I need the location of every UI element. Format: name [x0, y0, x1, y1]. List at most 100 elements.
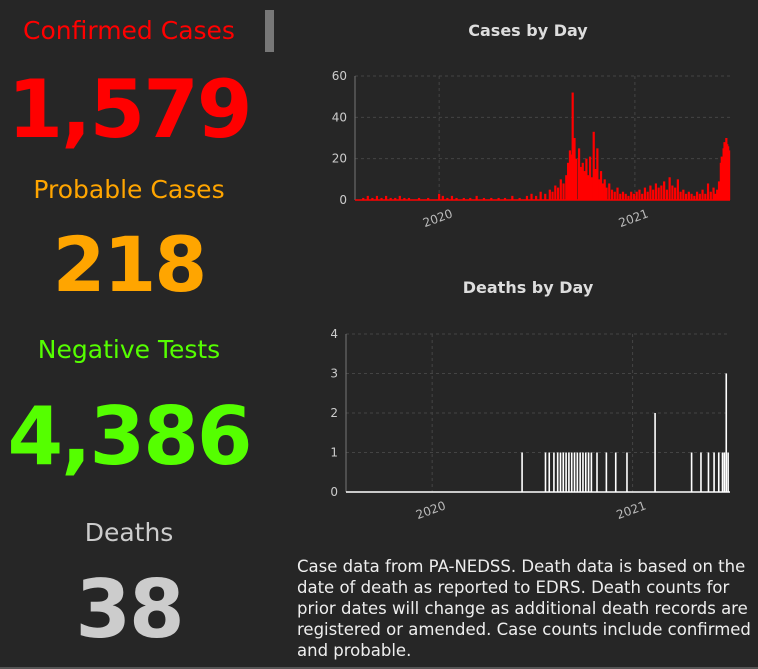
- data-bar: [568, 150, 572, 200]
- data-bar: [707, 452, 710, 492]
- y-tick-label: 60: [332, 69, 347, 83]
- data-bar: [632, 193, 636, 200]
- x-tick-label: 2021: [617, 206, 650, 230]
- data-bar: [687, 191, 690, 200]
- deaths-by-day-chart: 0 1 2 3 4 2020 2021: [330, 327, 730, 522]
- data-bar: [690, 193, 693, 200]
- data-bar: [530, 193, 533, 200]
- data-bar: [700, 452, 702, 492]
- scrollbar-thumb[interactable]: [265, 10, 274, 52]
- data-bar: [646, 191, 649, 200]
- data-bar: [556, 452, 559, 492]
- data-bar: [562, 452, 565, 492]
- data-bar: [380, 197, 383, 200]
- confirmed-cases-label: Confirmed Cases: [23, 16, 235, 45]
- data-bar: [534, 195, 538, 200]
- data-bar: [704, 193, 707, 200]
- data-bar: [638, 189, 641, 200]
- data-bar: [490, 197, 493, 200]
- data-bar: [565, 452, 567, 492]
- data-bar: [660, 185, 663, 200]
- data-bar: [475, 195, 478, 200]
- data-bar: [725, 373, 728, 492]
- data-bar: [446, 197, 449, 200]
- data-bar: [657, 187, 660, 200]
- data-bar: [713, 452, 715, 492]
- data-bar: [582, 452, 584, 492]
- data-bar: [592, 131, 595, 200]
- data-bar: [652, 189, 655, 200]
- data-bar: [518, 197, 521, 200]
- data-bar: [389, 197, 392, 200]
- data-bar: [587, 452, 590, 492]
- data-bar: [605, 452, 608, 492]
- data-bar: [723, 452, 726, 492]
- data-bar: [679, 191, 682, 200]
- data-bar: [596, 452, 598, 492]
- data-bar: [587, 175, 590, 200]
- data-bar: [684, 193, 688, 200]
- data-bar: [598, 179, 601, 200]
- data-bar: [362, 197, 365, 200]
- data-bar: [601, 183, 604, 200]
- data-bar: [570, 452, 573, 492]
- deaths-value: 38: [75, 563, 184, 656]
- data-bar: [682, 189, 685, 200]
- data-bar: [568, 452, 570, 492]
- data-bar: [594, 169, 597, 200]
- data-bar: [613, 191, 616, 200]
- data-bar: [671, 185, 674, 200]
- data-bar: [575, 158, 578, 200]
- deaths-chart-title: Deaths by Day: [462, 278, 594, 297]
- data-bar: [641, 193, 644, 200]
- y-tick-label: 40: [332, 110, 347, 124]
- data-bar: [403, 197, 406, 200]
- data-bar: [588, 156, 592, 200]
- probable-cases-value: 218: [52, 220, 208, 309]
- confirmed-cases-value: 1,579: [7, 63, 252, 156]
- x-tick-label: 2020: [414, 498, 447, 522]
- data-bar: [544, 193, 547, 200]
- data-bar: [417, 197, 421, 200]
- data-bar: [717, 452, 720, 492]
- data-bar: [497, 197, 500, 200]
- data-bar: [599, 171, 603, 200]
- data-bar: [571, 92, 574, 200]
- data-bar: [676, 179, 679, 200]
- y-tick-label: 4: [330, 327, 338, 341]
- data-bar: [717, 181, 721, 200]
- data-bar: [585, 158, 588, 200]
- data-bar: [539, 191, 542, 200]
- data-bar: [462, 197, 465, 200]
- bottom-divider: [0, 667, 758, 669]
- data-bar: [698, 193, 701, 200]
- data-bar: [665, 189, 668, 200]
- data-bar: [619, 193, 622, 200]
- data-bar: [565, 175, 568, 200]
- data-bar: [511, 195, 514, 200]
- data-bar: [562, 183, 565, 200]
- data-bar: [596, 148, 599, 200]
- data-bar: [438, 193, 441, 200]
- data-bar: [581, 162, 584, 200]
- data-bar: [441, 195, 444, 200]
- data-bar: [693, 195, 696, 200]
- data-bar: [548, 452, 551, 492]
- data-bar: [573, 452, 576, 492]
- data-bar: [450, 195, 454, 200]
- data-bar: [544, 452, 547, 492]
- data-bar: [709, 191, 712, 200]
- data-bar: [503, 197, 507, 200]
- data-bar: [616, 187, 619, 200]
- data-bar: [576, 452, 579, 492]
- y-tick-label: 2: [330, 406, 338, 420]
- negative-tests-value: 4,386: [7, 390, 252, 483]
- data-bar: [614, 452, 617, 492]
- data-bar: [690, 452, 693, 492]
- data-bar: [721, 452, 724, 492]
- data-bar: [727, 150, 731, 200]
- data-bar: [427, 197, 430, 200]
- data-bar: [727, 452, 729, 492]
- data-bar: [714, 193, 717, 200]
- data-bar: [608, 183, 611, 200]
